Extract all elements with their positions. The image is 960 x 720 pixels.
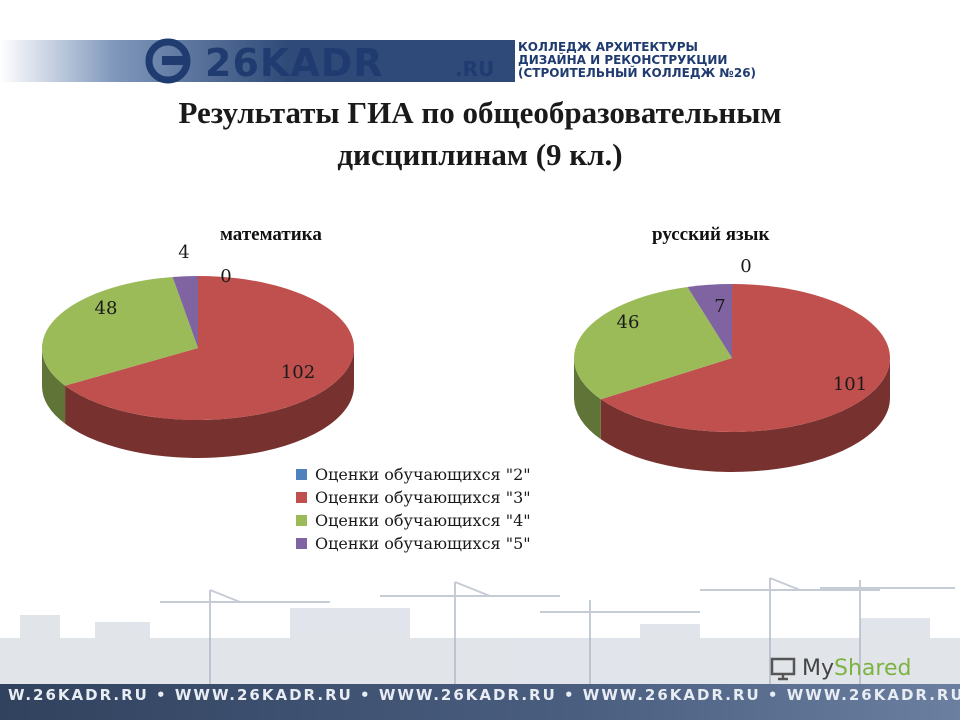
construction-skyline-decoration — [0, 577, 960, 684]
legend-item-grade2: Оценки обучающихся "2" — [296, 463, 531, 486]
pie-1-label-grade3: 102 — [281, 362, 315, 383]
header-banner: 26KADR .RU КОЛЛЕДЖ АРХИТЕКТУРЫ ДИЗАЙНА И… — [0, 38, 960, 85]
legend-label-grade2: Оценки обучающихся "2" — [315, 465, 531, 484]
legend-item-grade4: Оценки обучающихся "4" — [296, 509, 531, 532]
logo-icon — [145, 38, 191, 84]
legend-swatch-grade5 — [296, 538, 307, 549]
title-line-2: дисциплинам (9 кл.) — [337, 137, 623, 172]
pie-2-label-grade3: 101 — [833, 374, 867, 395]
legend: Оценки обучающихся "2" Оценки обучающихс… — [296, 463, 531, 555]
college-line-2: ДИЗАЙНА И РЕКОНСТРУКЦИИ — [518, 52, 727, 67]
legend-swatch-grade2 — [296, 469, 307, 480]
legend-item-grade3: Оценки обучающихся "3" — [296, 486, 531, 509]
pie-1-slice-grade4 — [42, 276, 199, 386]
legend-label-grade5: Оценки обучающихся "5" — [315, 534, 531, 553]
presentation-icon — [770, 657, 796, 680]
myshared-brand: MyShared — [770, 656, 911, 681]
pie-1-label-grade5: 4 — [178, 242, 189, 263]
pie-2-label-grade2: 0 — [740, 256, 751, 277]
chart-title-math: математика — [220, 224, 322, 245]
pie-2-side-4 — [574, 358, 601, 440]
logo-text: 26KADR — [205, 41, 384, 85]
pie-2-label-grade4: 46 — [617, 312, 640, 333]
pie-1-side-4 — [42, 348, 66, 424]
brand-shared: Shared — [834, 656, 912, 681]
college-line-1: КОЛЛЕДЖ АРХИТЕКТУРЫ — [518, 40, 698, 54]
pie-1-slice-grade3 — [65, 276, 354, 421]
pie-1-label-grade4: 48 — [95, 298, 118, 319]
legend-item-grade5: Оценки обучающихся "5" — [296, 532, 531, 555]
logo-suffix: .RU — [455, 57, 494, 81]
pie-1-slice-grade5 — [172, 276, 198, 348]
chart-title-russian: русский язык — [652, 224, 770, 245]
college-line-3: (СТРОИТЕЛЬНЫЙ КОЛЛЕДЖ №26) — [518, 65, 756, 80]
pie-2-slice-grade5 — [687, 284, 732, 358]
brand-my: My — [802, 656, 835, 681]
pie-1-label-grade2: 0 — [220, 266, 231, 287]
footer-url-text: W.26KADR.RU • WWW.26KADR.RU • WWW.26KADR… — [8, 686, 960, 704]
legend-swatch-grade4 — [296, 515, 307, 526]
pie-2-slice-grade3 — [600, 284, 891, 432]
pie-1-side-3 — [65, 348, 354, 458]
title-line-1: Результаты ГИА по общеобразовательным — [178, 95, 782, 130]
pie-2-label-grade5: 7 — [714, 296, 725, 317]
footer-band — [0, 684, 960, 720]
legend-label-grade3: Оценки обучающихся "3" — [315, 488, 531, 507]
pie-2-slice-grade4 — [574, 286, 732, 400]
pie-2-side-3 — [600, 358, 890, 473]
brand-text: MyShared — [802, 656, 911, 681]
slide-title: Результаты ГИА по общеобразовательным ди… — [60, 92, 900, 176]
legend-label-grade4: Оценки обучающихся "4" — [315, 511, 531, 530]
legend-swatch-grade3 — [296, 492, 307, 503]
